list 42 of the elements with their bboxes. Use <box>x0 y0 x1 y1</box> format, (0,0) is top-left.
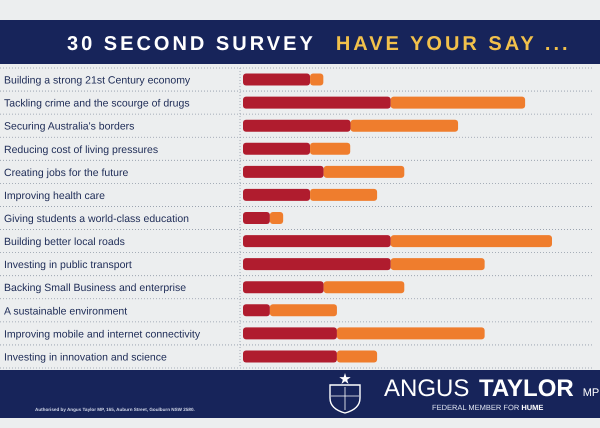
y-tick-label: Tackling crime and the scourge of drugs <box>4 98 190 110</box>
y-tick-label: Investing in innovation and science <box>4 351 168 364</box>
y-tick-label: Building better local roads <box>4 236 125 248</box>
y-tick-label: Building a strong 21st Century economy <box>4 74 191 87</box>
bar <box>243 327 337 340</box>
text: ANGUS TAYLOR MP <box>384 375 600 402</box>
chart-title: 30 SECOND SURVEY <box>67 33 316 55</box>
y-tick-label: Giving students a world-class education <box>4 213 190 225</box>
bar <box>243 120 351 132</box>
bar <box>310 142 350 155</box>
bar <box>243 188 310 201</box>
bar <box>243 281 324 294</box>
bar <box>310 74 324 86</box>
bar <box>270 212 284 224</box>
bar <box>350 120 458 132</box>
bar <box>324 281 404 294</box>
bar <box>390 235 552 248</box>
bar <box>324 166 404 178</box>
bar <box>243 166 324 178</box>
y-tick-label: Backing Small Business and enterprise <box>4 282 186 294</box>
bar <box>270 304 337 316</box>
y-tick-label: Securing Australia's borders <box>4 120 134 133</box>
y-tick-label: Improving health care <box>4 190 106 202</box>
y-tick-label: Reducing cost of living pressures <box>4 144 158 156</box>
bar <box>243 96 391 109</box>
bar <box>390 96 526 109</box>
bar <box>310 188 378 201</box>
bar <box>243 258 391 270</box>
bar <box>243 142 310 155</box>
bar <box>336 350 378 362</box>
bar <box>243 74 310 86</box>
y-tick-label: A sustainable environment <box>4 305 128 318</box>
bar <box>390 258 485 270</box>
bar <box>243 212 270 224</box>
bar <box>243 350 337 362</box>
bar <box>336 327 485 340</box>
bar <box>243 304 270 316</box>
y-tick-label: Improving mobile and internet connectivity <box>4 328 201 340</box>
bar <box>243 235 391 248</box>
y-tick-label: Creating jobs for the future <box>4 166 128 179</box>
chart-subtitle: HAVE YOUR SAY ... <box>336 33 571 55</box>
y-tick-label: Investing in public transport <box>4 259 132 272</box>
